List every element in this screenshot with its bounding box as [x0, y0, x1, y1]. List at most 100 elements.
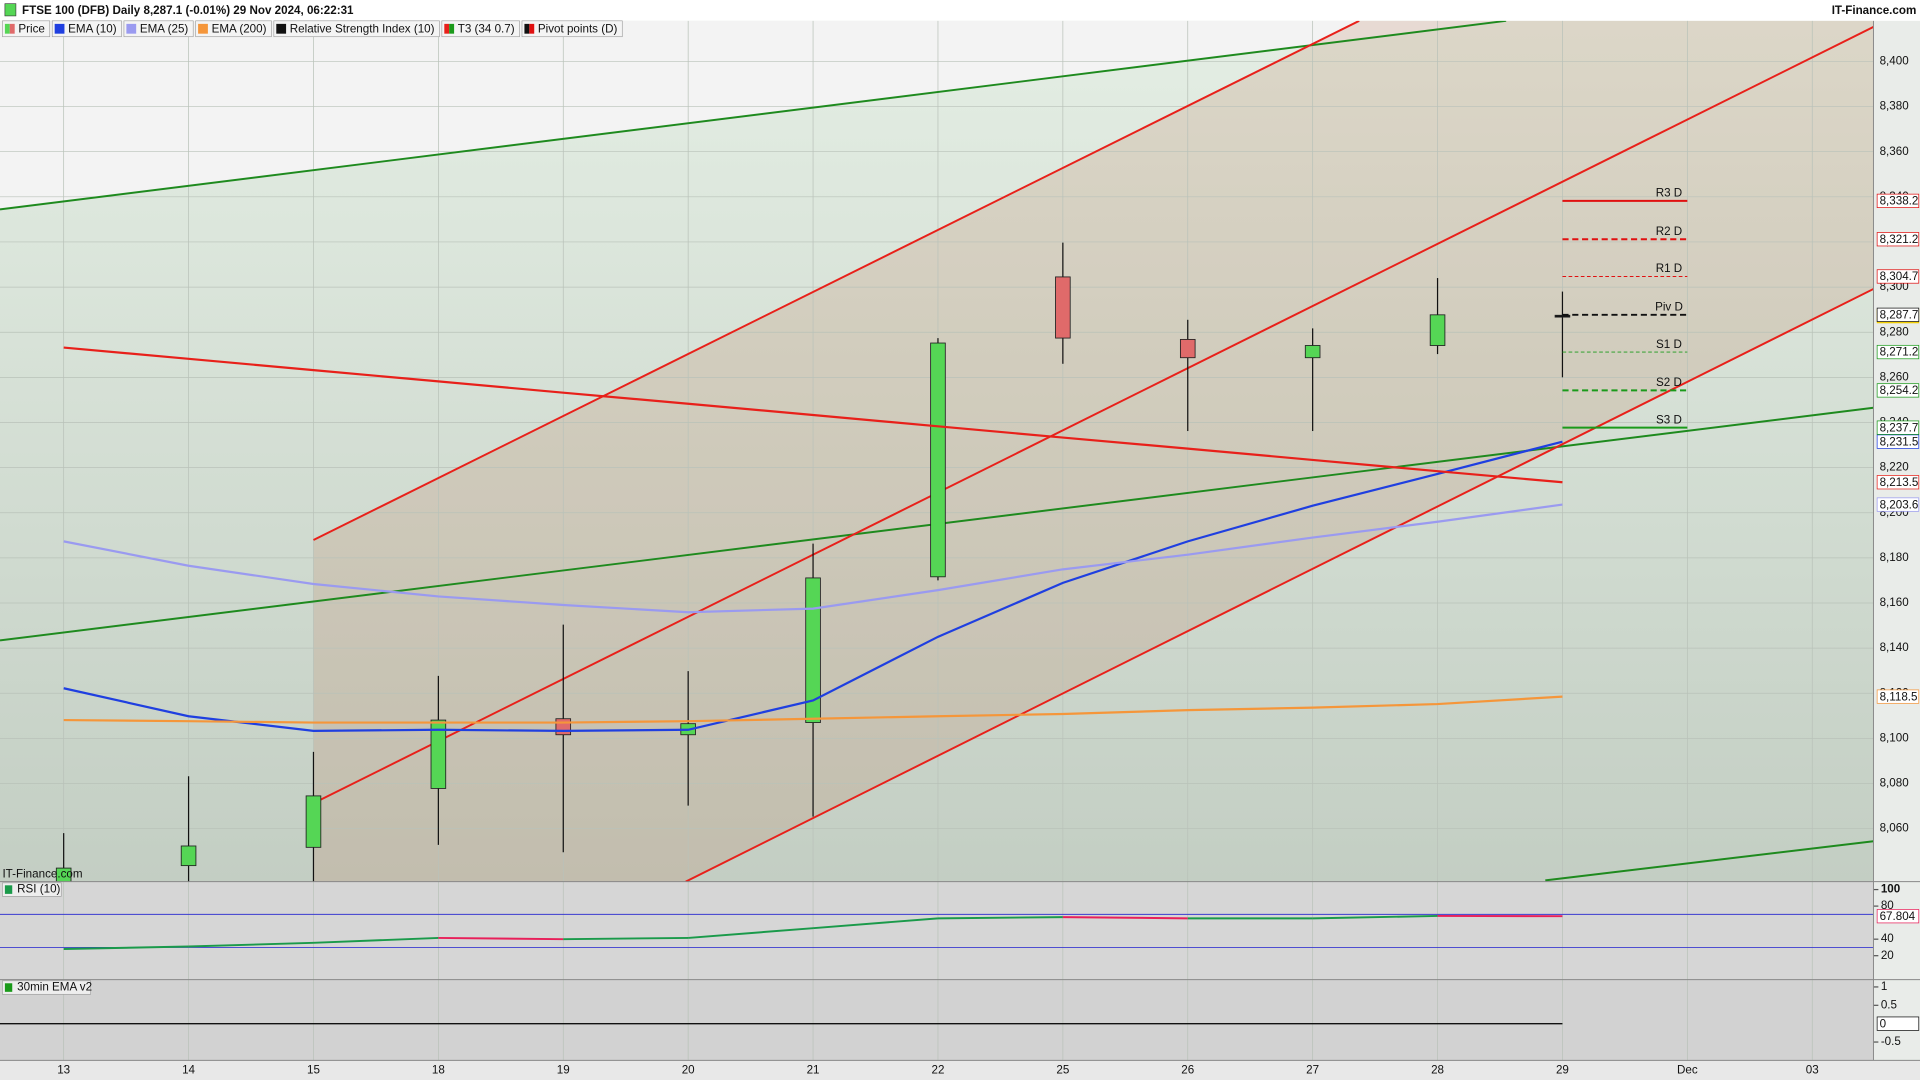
header-bar [0, 0, 1920, 21]
legend-swatch [276, 23, 287, 34]
x-tick-label: 27 [1306, 1063, 1319, 1076]
value-tag-label: 8,237.7 [1880, 421, 1919, 434]
candle-body [1179, 338, 1196, 359]
candle-body [1304, 345, 1321, 359]
legend-swatch [449, 23, 455, 34]
legend-item [51, 20, 122, 38]
legend-swatch [54, 23, 65, 34]
panel-title: RSI (10) [17, 883, 60, 896]
candle-body [430, 719, 447, 789]
legend-item [195, 20, 272, 38]
pivot-label: S1 D [1656, 338, 1682, 351]
legend-swatch [529, 23, 535, 34]
watermark: IT-Finance.com [2, 867, 82, 880]
rsi-segment [313, 936, 439, 944]
y-tick-label: 8,160 [1880, 596, 1910, 609]
candle-body [55, 867, 72, 882]
legend-item [273, 20, 440, 38]
value-tag [1876, 383, 1920, 398]
legend-swatch [126, 23, 137, 34]
pivot-label: R2 D [1656, 225, 1683, 238]
value-tag [1876, 497, 1920, 512]
trend-line [1545, 840, 1874, 882]
value-tag [1876, 307, 1920, 322]
rsi-panel [0, 881, 1874, 980]
panel-title-box [2, 882, 62, 897]
grid [0, 20, 1874, 1061]
y-tick-label: 8,380 [1880, 100, 1910, 113]
trend-line [0, 20, 1507, 211]
y-tick-label: 8,220 [1880, 461, 1910, 474]
x-tick-label: 21 [807, 1063, 820, 1076]
y-tick-label: 8,180 [1880, 551, 1910, 564]
rsi-segment [188, 941, 314, 948]
rsi-segment [937, 916, 1063, 920]
rsi-segment [563, 936, 689, 941]
value-tag-label: 8,118.5 [1880, 690, 1918, 703]
value-tag [1876, 909, 1920, 924]
pivot-label: S2 D [1656, 376, 1682, 389]
x-tick-label: 13 [57, 1063, 70, 1076]
y-tick-label: 8,360 [1880, 145, 1910, 158]
value-tag-label: 8,271.2 [1880, 346, 1919, 359]
y-tick-label: 40 [1881, 932, 1894, 945]
legend-item [521, 20, 623, 38]
candle-body [1429, 314, 1446, 346]
x-tick-label: 03 [1806, 1063, 1819, 1076]
y-tick-label: 8,100 [1880, 731, 1910, 744]
x-tick-label: 26 [1181, 1063, 1194, 1076]
legend-swatch [444, 23, 450, 34]
y-tick-label: 8,400 [1880, 55, 1910, 68]
value-tag [1876, 269, 1920, 284]
rsi-segment [438, 936, 564, 941]
legend-swatch [198, 23, 208, 34]
legend-item [441, 20, 520, 38]
candle-body [930, 342, 946, 578]
trend-line [313, 26, 1874, 805]
value-tag-label: 8,304.7 [1880, 270, 1919, 283]
y-tick-label: 8,260 [1880, 370, 1910, 383]
y-tick-label: 8,060 [1880, 822, 1910, 835]
x-tick-label: 18 [432, 1063, 445, 1076]
value-tag [1876, 344, 1920, 360]
y-tick-label: 20 [1881, 949, 1894, 962]
legend-label: T3 (34 0.7) [458, 22, 515, 35]
main-plot [55, 199, 1688, 882]
legend-label: EMA (10) [68, 22, 117, 35]
candle-body [555, 718, 572, 736]
time-axis [0, 1060, 1920, 1080]
panel-title-box [2, 980, 91, 995]
y-tick-label: 0.5 [1881, 998, 1897, 1011]
legend-label: Pivot points (D) [538, 22, 618, 35]
value-tag-label: 8,287.7 [1880, 309, 1919, 322]
x-tick-label: 25 [1056, 1063, 1069, 1076]
candle-body [305, 795, 322, 848]
value-tag-label: 8,203.6 [1880, 498, 1919, 511]
legend-label: EMA (25) [140, 22, 189, 35]
y-tick-label: 100 [1881, 883, 1900, 896]
overlay: 13 14 15 18 19 20 21 22 25 26 27 28 29 Dec 03 8,060 8,08… [0, 20, 1920, 1076]
legend-label: Relative Strength Index (10) [290, 22, 435, 35]
y-tick-label: -0.5 [1881, 1035, 1901, 1048]
y-tick-label: 1 [1881, 980, 1887, 993]
legend-item [123, 20, 194, 38]
panel-title-icon [4, 983, 13, 992]
ema30-panel [0, 979, 1874, 1061]
line-series [63, 503, 1563, 614]
x-tick-label: 15 [307, 1063, 320, 1076]
rsi-segment [1062, 916, 1188, 920]
x-tick-label: 14 [182, 1063, 195, 1076]
value-tag [1876, 689, 1920, 704]
x-tick-label: 19 [557, 1063, 570, 1076]
line-series [63, 346, 1563, 484]
trend-line [313, 20, 1360, 541]
panel-title: 30min EMA v2 [17, 981, 92, 994]
line-series [63, 440, 1563, 733]
pivot-label: R3 D [1656, 187, 1683, 200]
panel-title-icon [4, 885, 13, 894]
value-tag [1876, 1016, 1920, 1031]
x-tick-label: 22 [931, 1063, 944, 1076]
y-tick-label: 8,280 [1880, 325, 1910, 338]
rsi-segment [812, 917, 939, 930]
